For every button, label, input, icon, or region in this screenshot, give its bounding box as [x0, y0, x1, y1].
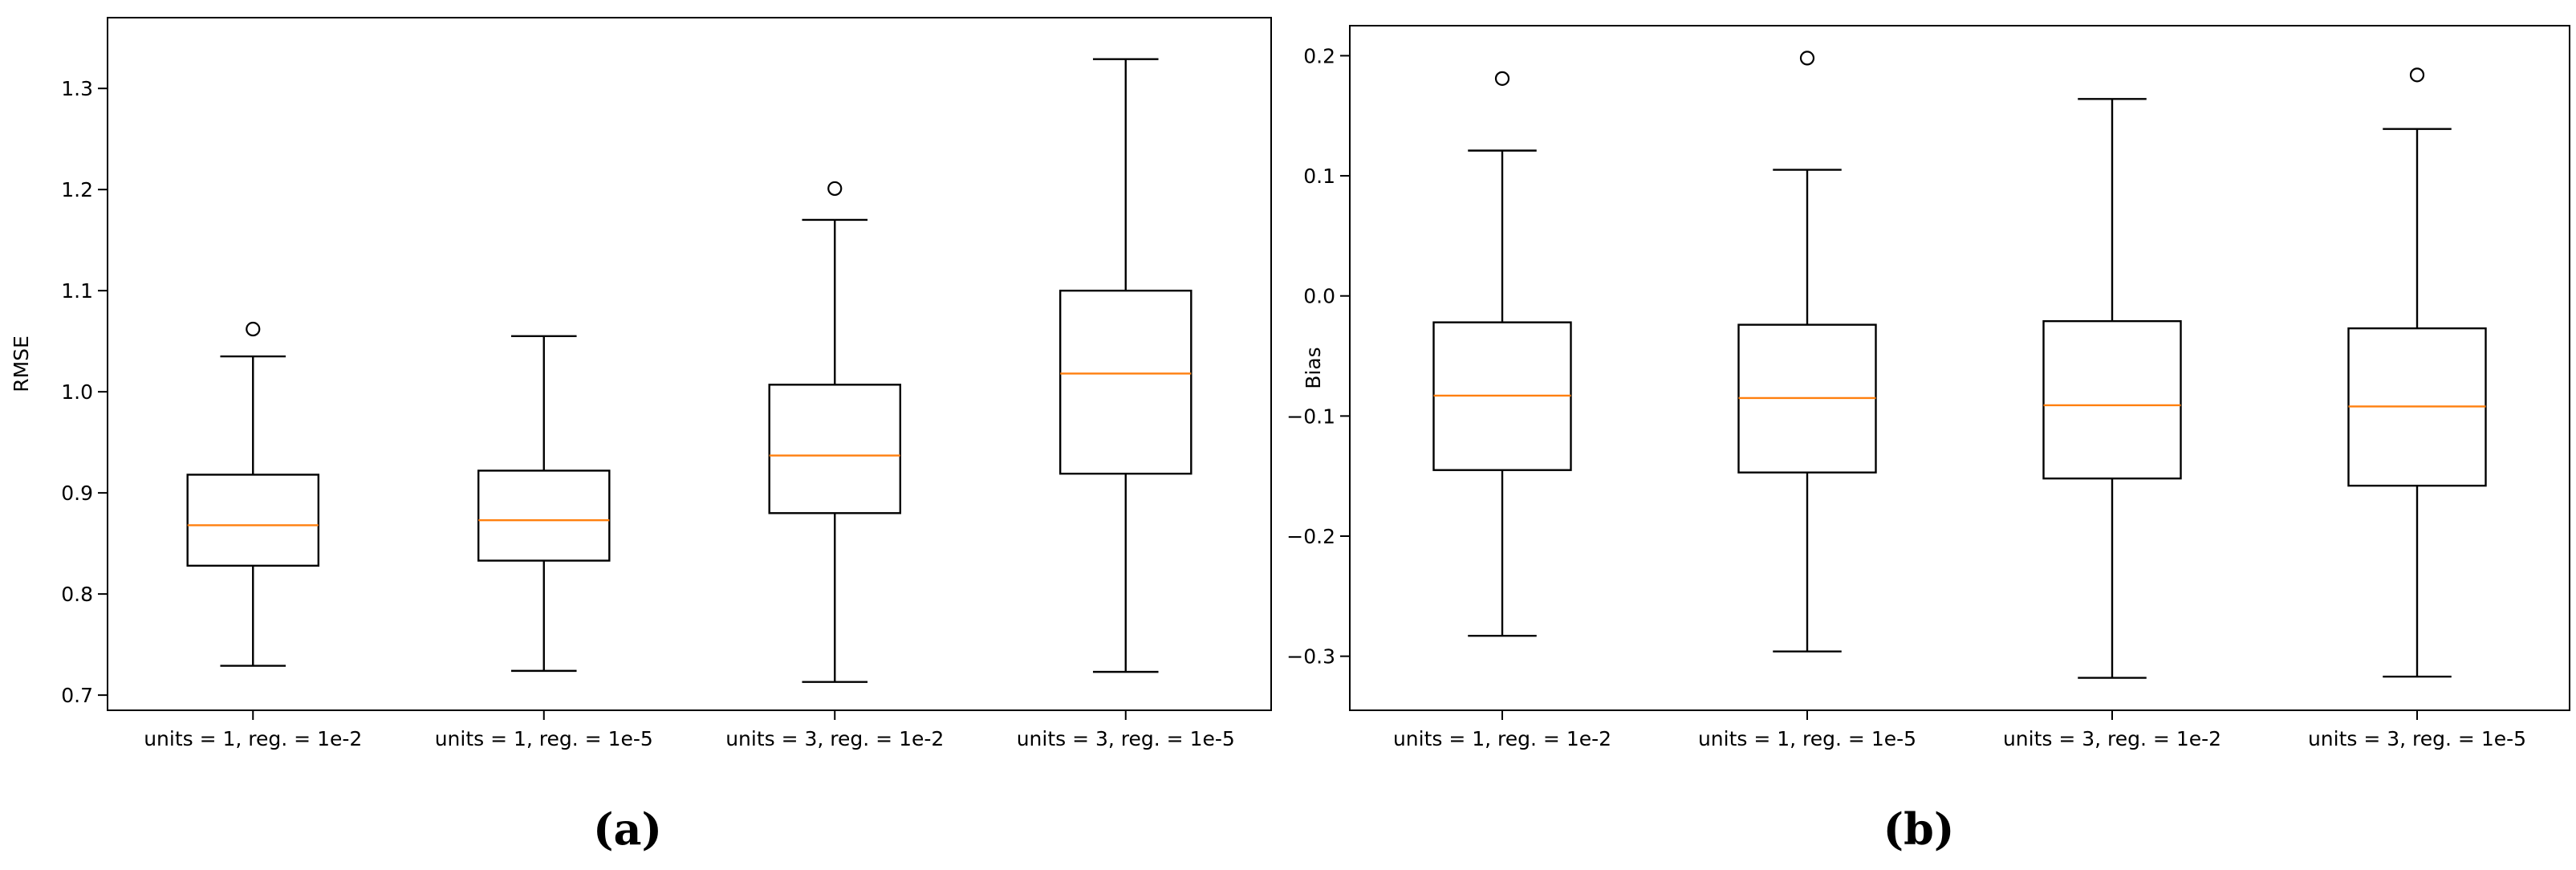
- panel-caption: (b): [1883, 803, 1955, 855]
- x-tick-label: units = 1, reg. = 1e-5: [1698, 727, 1916, 750]
- outlier-point: [1799, 51, 1815, 66]
- x-tick-label: units = 3, reg. = 1e-2: [2003, 727, 2221, 750]
- bias-panel: −0.3 −0.2 −0.1 0.0 0.1 0.2 Bias units = 1, reg.…: [1286, 25, 2570, 855]
- y-tick-label: −0.1: [1286, 405, 1335, 428]
- y-tick-label: 0.0: [1303, 285, 1335, 308]
- panel-caption: (a): [593, 803, 662, 855]
- iqr-box: [2042, 319, 2182, 480]
- x-tick-label: units = 3, reg. = 1e-2: [725, 727, 944, 750]
- y-tick-label: 1.0: [61, 380, 93, 404]
- y-tick-label: −0.3: [1286, 645, 1335, 669]
- plot-frame: [1349, 25, 2570, 711]
- y-tick-label: 0.2: [1303, 44, 1335, 67]
- plot-frame: [107, 17, 1272, 711]
- outlier-point: [2409, 67, 2425, 83]
- iqr-box: [1058, 289, 1193, 475]
- outlier-point: [827, 181, 843, 197]
- iqr-box: [186, 474, 320, 567]
- y-axis-label: RMSE: [10, 335, 33, 392]
- x-tick-label: units = 3, reg. = 1e-5: [1017, 727, 1235, 750]
- iqr-box: [768, 384, 902, 514]
- y-axis-label: Bias: [1302, 347, 1325, 388]
- rmse-panel: 0.7 0.8 0.9 1.0 1.1 1.2 1.3 RMSE units = 1, reg.…: [10, 17, 1272, 855]
- x-tick-label: units = 1, reg. = 1e-2: [1393, 727, 1611, 750]
- y-tick-label: 1.1: [61, 279, 93, 303]
- y-tick-label: −0.2: [1286, 525, 1335, 548]
- outlier-point: [246, 321, 261, 337]
- y-tick-label: 0.8: [61, 583, 93, 606]
- iqr-box: [477, 470, 611, 562]
- x-tick-label: units = 3, reg. = 1e-5: [2308, 727, 2526, 750]
- y-tick-label: 1.3: [61, 77, 93, 100]
- outlier-point: [1494, 71, 1510, 86]
- y-tick-label: 0.7: [61, 684, 93, 707]
- y-tick-label: 0.9: [61, 482, 93, 505]
- y-tick-label: 1.2: [61, 178, 93, 201]
- x-tick-label: units = 1, reg. = 1e-2: [144, 727, 362, 750]
- y-tick-label: 0.1: [1303, 165, 1335, 188]
- x-tick-label: units = 1, reg. = 1e-5: [435, 727, 653, 750]
